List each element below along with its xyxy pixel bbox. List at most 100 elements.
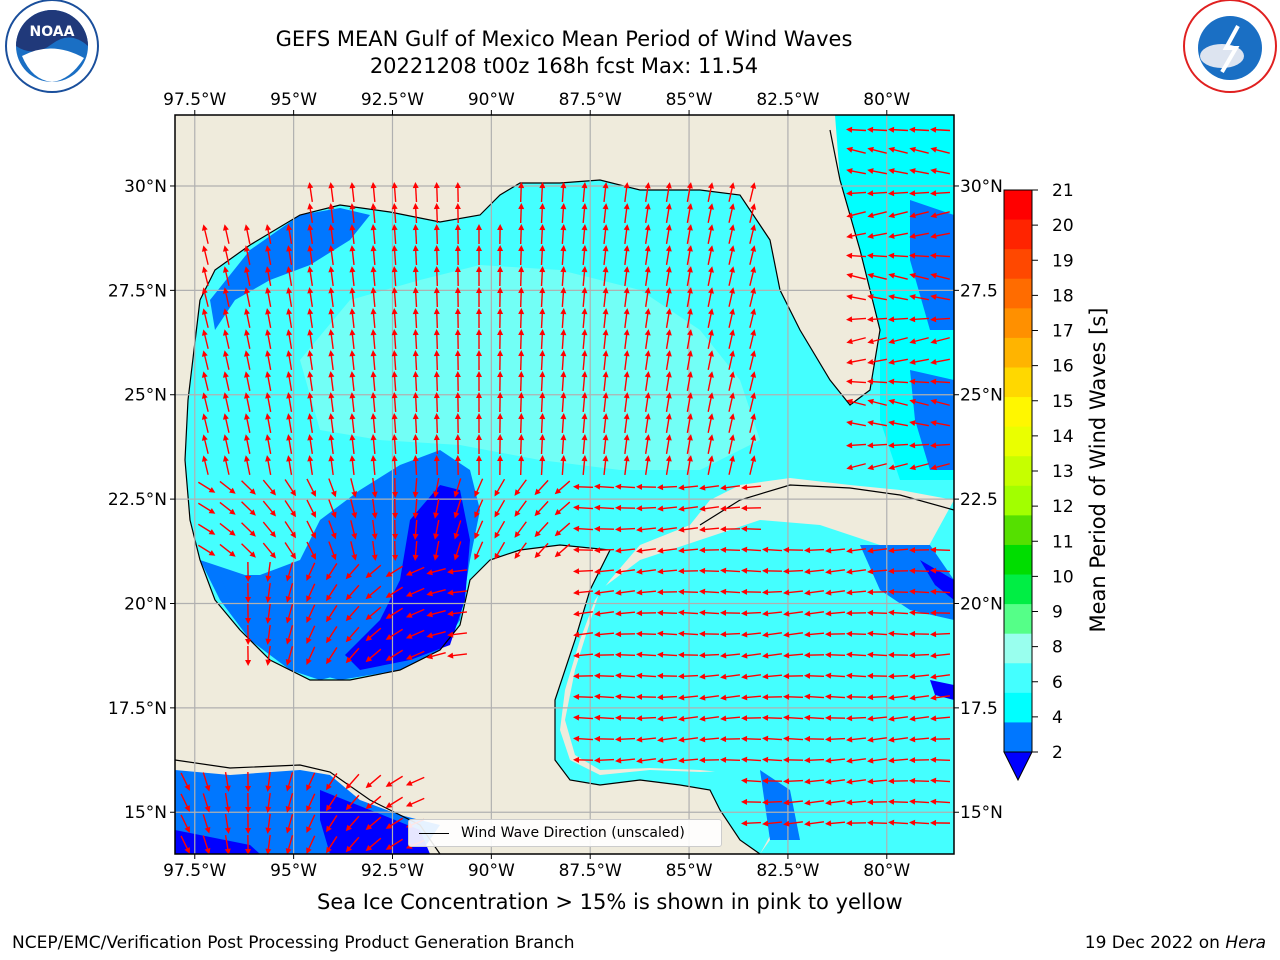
- wave-direction-arrow: [804, 589, 825, 596]
- wave-direction-arrow: [497, 392, 504, 413]
- wave-direction-arrow: [326, 626, 338, 644]
- wave-direction-arrow: [657, 547, 678, 554]
- wave-direction-arrow: [783, 546, 804, 553]
- wave-direction-arrow: [707, 266, 714, 286]
- wave-direction-arrow: [867, 799, 888, 806]
- wave-direction-arrow: [265, 771, 272, 792]
- wave-direction-arrow: [741, 505, 762, 512]
- wave-direction-arrow: [307, 329, 314, 350]
- wave-direction-arrow: [412, 519, 419, 540]
- wave-direction-arrow: [636, 483, 657, 490]
- wave-direction-arrow: [412, 498, 419, 519]
- wave-direction-arrow: [699, 652, 720, 659]
- wave-direction-arrow: [573, 525, 594, 532]
- wave-direction-arrow: [405, 566, 425, 576]
- wave-direction-arrow: [285, 625, 294, 645]
- wave-direction-arrow: [783, 589, 804, 596]
- wave-direction-arrow: [349, 245, 356, 266]
- wave-direction-arrow: [392, 519, 399, 540]
- colorbar-segment: [1004, 426, 1032, 457]
- wave-direction-arrow: [762, 610, 783, 617]
- lat-tick-label-left: 15°N: [124, 803, 167, 823]
- wave-direction-arrow: [306, 520, 316, 539]
- wave-direction-arrow: [930, 358, 950, 365]
- wave-direction-arrow: [222, 350, 230, 370]
- wave-direction-arrow: [245, 813, 252, 834]
- wave-direction-arrow: [412, 392, 419, 413]
- wave-direction-arrow: [720, 652, 741, 659]
- wave-direction-arrow: [349, 203, 356, 224]
- wave-direction-arrow: [573, 504, 594, 511]
- wave-direction-arrow: [825, 568, 846, 575]
- wave-direction-arrow: [370, 203, 377, 224]
- wave-direction-arrow: [644, 203, 651, 224]
- wave-direction-arrow: [222, 266, 230, 286]
- wave-direction-arrow: [665, 392, 672, 412]
- wave-direction-arrow: [518, 455, 525, 476]
- wave-direction-arrow: [412, 434, 419, 455]
- wave-direction-arrow: [285, 835, 294, 855]
- wave-direction-arrow: [349, 350, 356, 371]
- lat-tick-label-left: 22.5°N: [108, 490, 167, 510]
- wave-direction-arrow: [201, 392, 209, 412]
- wave-direction-arrow: [909, 588, 930, 595]
- wave-direction-arrow: [518, 308, 525, 329]
- wave-direction-arrow: [867, 609, 888, 616]
- wave-direction-arrow: [623, 224, 630, 245]
- wave-direction-arrow: [433, 203, 440, 224]
- wave-direction-arrow: [426, 588, 446, 597]
- wave-direction-arrow: [707, 434, 714, 454]
- wave-direction-arrow: [284, 500, 296, 518]
- wave-direction-arrow: [573, 631, 594, 638]
- wave-direction-arrow: [474, 499, 484, 519]
- wave-direction-arrow: [657, 715, 678, 722]
- colorbar-under-extension: [1003, 751, 1033, 782]
- wave-direction-arrow: [602, 329, 609, 350]
- wave-direction-arrow: [749, 287, 757, 307]
- wave-direction-arrow: [539, 224, 546, 245]
- wave-direction-arrow: [244, 455, 251, 475]
- wave-direction-arrow: [686, 350, 693, 370]
- wave-direction-arrow: [391, 287, 398, 308]
- wave-direction-arrow: [433, 182, 440, 203]
- wave-direction-arrow: [707, 329, 714, 349]
- colorbar-segment: [1004, 485, 1032, 516]
- wave-direction-arrow: [265, 392, 272, 412]
- wave-direction-arrow: [825, 757, 846, 764]
- wave-direction-arrow: [930, 378, 951, 385]
- wave-direction-arrow: [749, 350, 757, 370]
- wave-direction-arrow: [560, 287, 567, 308]
- credit-line: NCEP/EMC/Verification Post Processing Pr…: [12, 933, 575, 953]
- wave-direction-arrow: [909, 547, 930, 554]
- wave-direction-arrow: [888, 294, 908, 301]
- wave-direction-arrow: [453, 541, 462, 561]
- wave-direction-arrow: [412, 182, 419, 203]
- wave-direction-arrow: [328, 541, 337, 561]
- wave-direction-arrow: [615, 483, 636, 490]
- wave-direction-arrow: [623, 266, 630, 287]
- lon-tick-label-top: 95°W: [270, 90, 317, 110]
- wave-direction-arrow: [707, 224, 714, 244]
- wave-direction-arrow: [370, 413, 377, 434]
- wave-direction-arrow: [699, 694, 720, 701]
- wave-direction-arrow: [804, 714, 825, 721]
- wave-direction-arrow: [328, 371, 335, 392]
- wave-direction-arrow: [307, 350, 314, 371]
- wave-direction-arrow: [930, 736, 951, 743]
- wave-direction-arrow: [888, 778, 909, 785]
- wave-direction-arrow: [326, 584, 338, 602]
- wave-direction-arrow: [615, 693, 636, 700]
- wave-direction-arrow: [370, 182, 377, 203]
- wave-direction-arrow: [241, 501, 256, 516]
- colorbar-tick-label: 15: [1052, 392, 1074, 412]
- wave-direction-arrow: [909, 252, 930, 259]
- wave-direction-arrow: [825, 631, 846, 638]
- wave-direction-arrow: [433, 329, 440, 350]
- lat-tick-label-right: 25°N: [960, 386, 1003, 406]
- wave-direction-arrow: [867, 819, 888, 826]
- svg-text:NOAA: NOAA: [30, 24, 75, 40]
- wave-direction-arrow: [846, 610, 867, 617]
- wave-direction-arrow: [365, 606, 382, 621]
- wave-direction-arrow: [560, 245, 567, 266]
- wave-direction-arrow: [518, 413, 525, 434]
